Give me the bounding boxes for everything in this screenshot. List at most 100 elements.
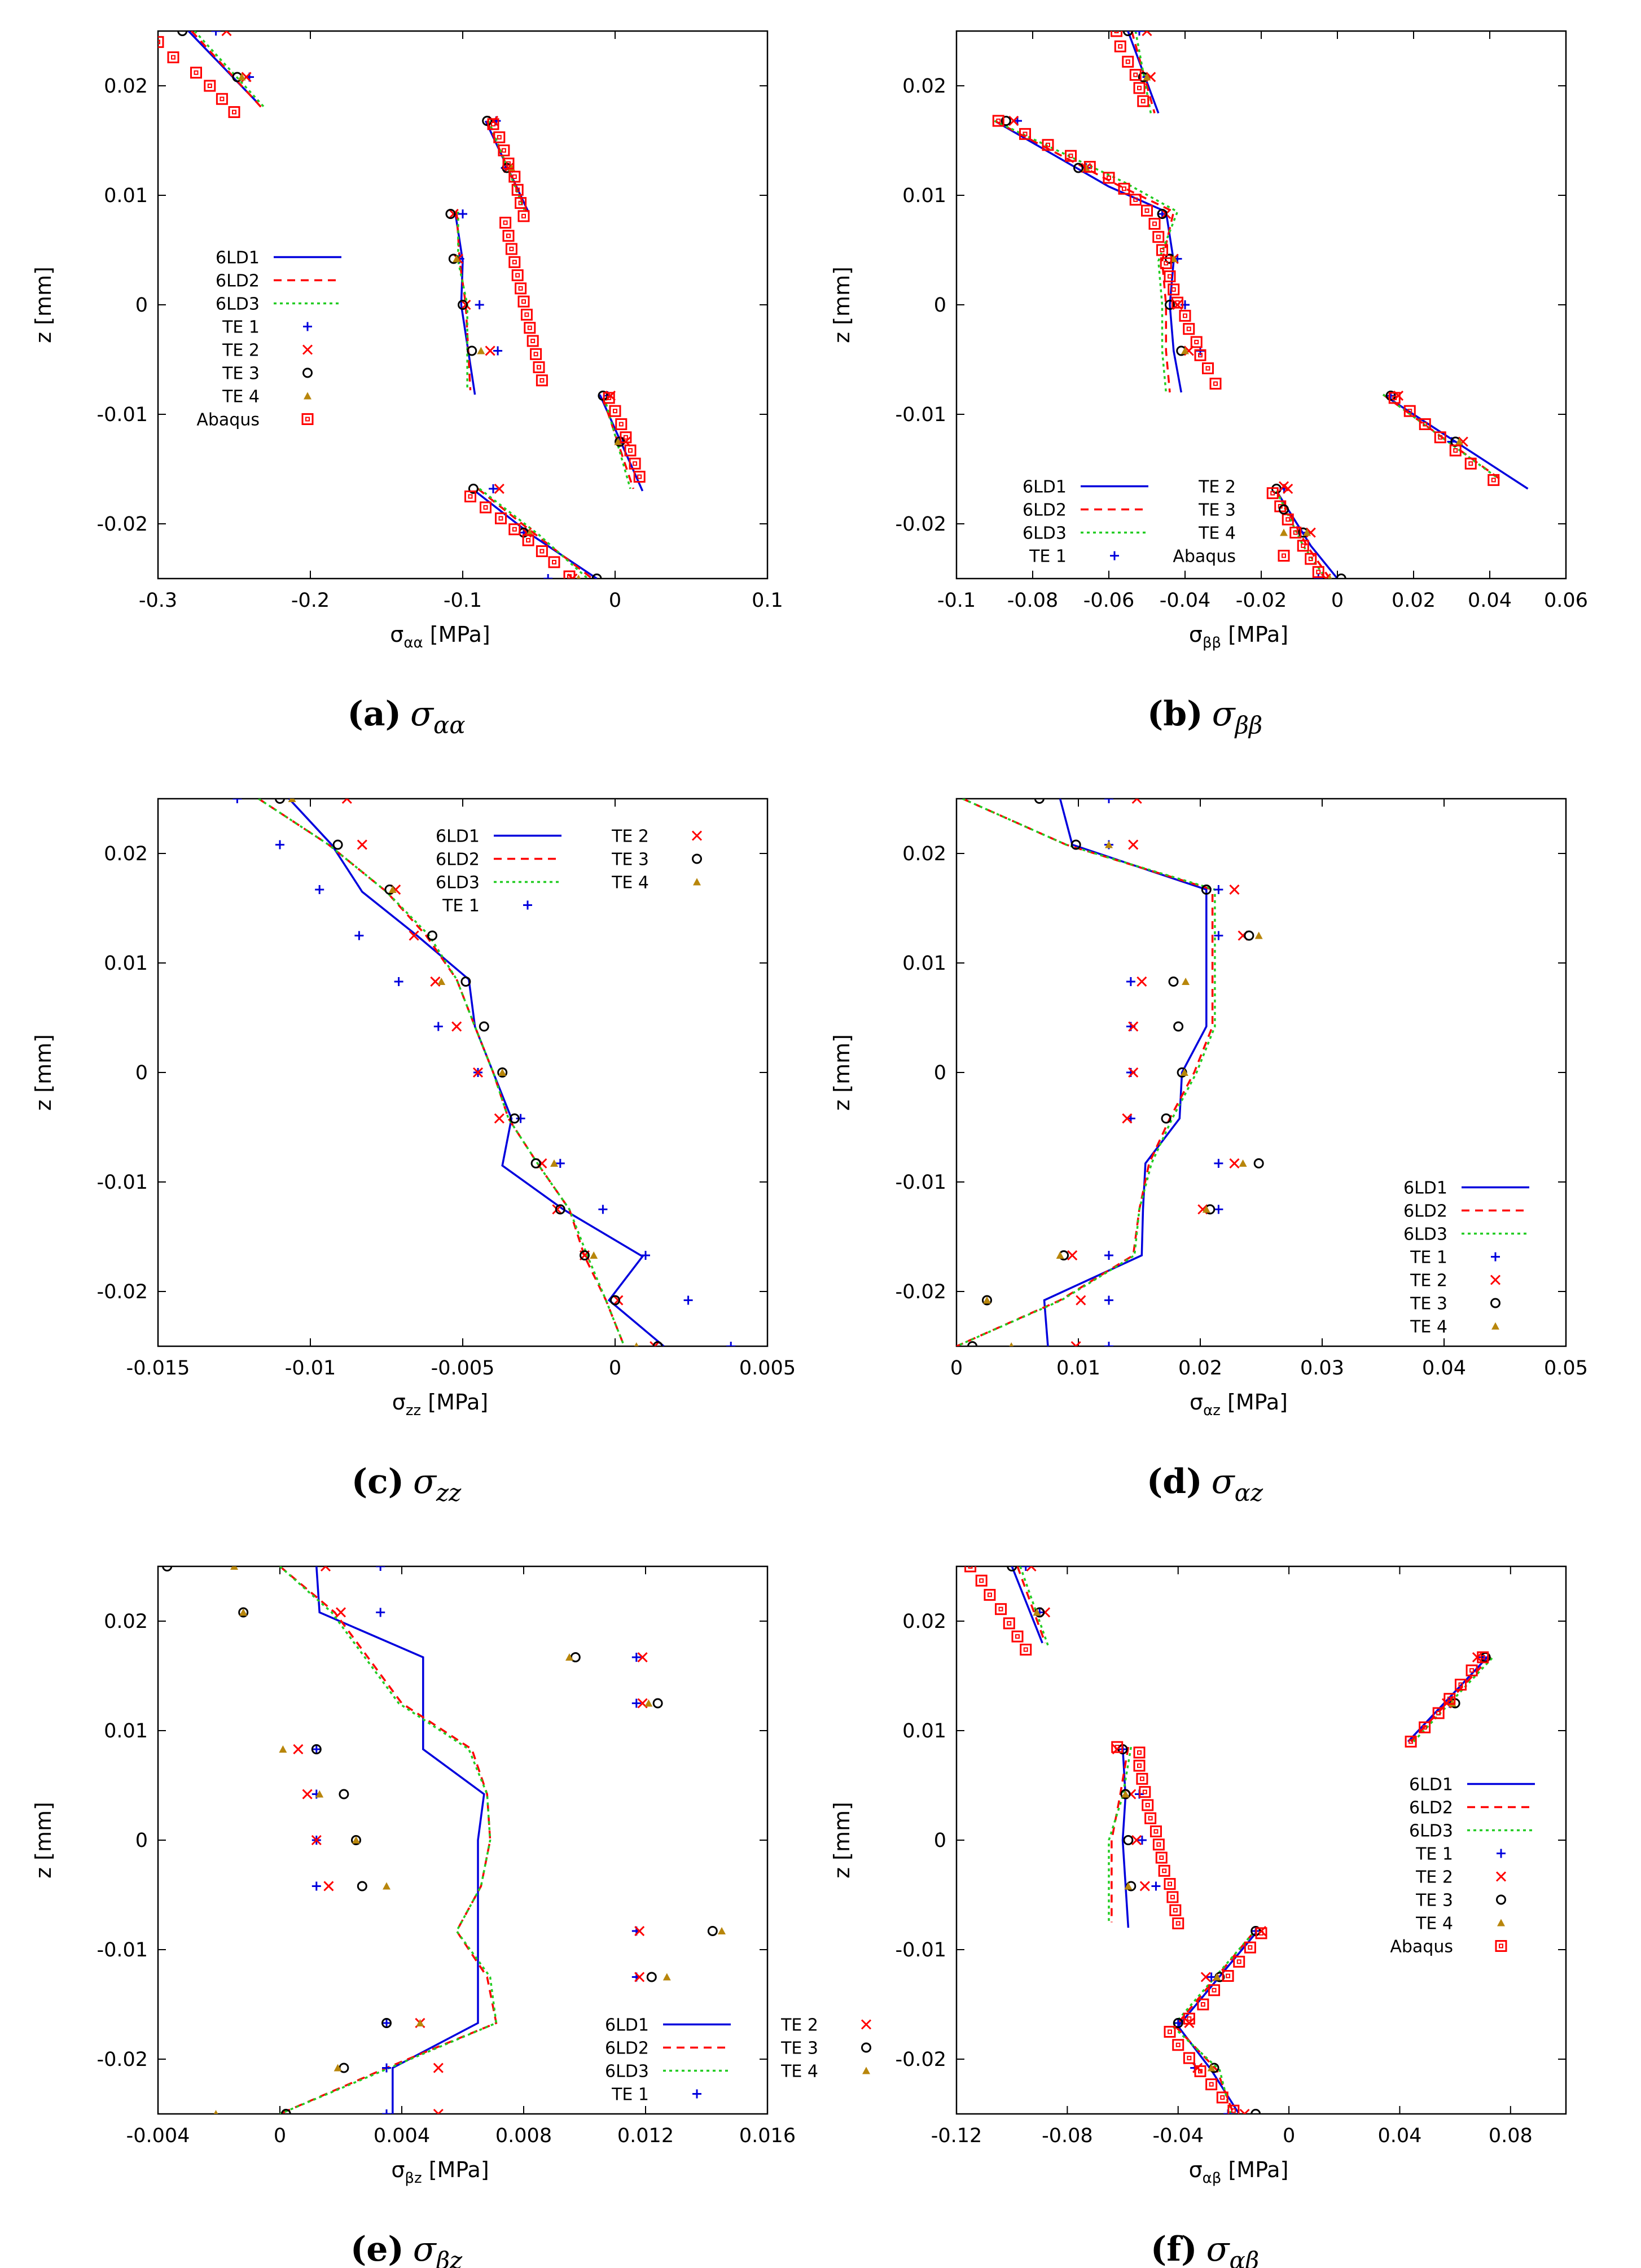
data-point-Abaqus (511, 183, 524, 196)
data-point-Abaqus (1466, 1664, 1478, 1676)
data-point-TE1 (516, 1114, 525, 1123)
legend-marker-TE4 (1497, 1919, 1505, 1927)
legend-marker-TE1 (1110, 551, 1119, 561)
series-line-l6LD3 (1382, 393, 1498, 479)
data-point-TE1 (1214, 1205, 1223, 1214)
data-point-Abaqus (216, 93, 228, 105)
legend-label: TE 3 (1198, 501, 1236, 520)
legend-entry-l6LD2: 6LD2 (1403, 1202, 1529, 1221)
data-point-TE4 (550, 1159, 558, 1167)
legend-entry-l6LD3: 6LD3 (1023, 524, 1148, 544)
data-point-TE2 (1131, 799, 1142, 804)
legend-marker-TE2 (1490, 1275, 1501, 1285)
x-tick-label: -0.1 (937, 589, 976, 612)
data-point-TE2 (494, 483, 504, 494)
data-point-Abaqus (1255, 1927, 1267, 1939)
legend-entry-TE4: TE 4 (1410, 1317, 1499, 1337)
data-point-TE3 (1253, 1158, 1264, 1169)
data-point-TE4 (334, 2064, 342, 2072)
legend-label: Abaqus (196, 410, 260, 430)
data-point-Abaqus (1111, 31, 1122, 37)
y-tick-label: 0.01 (902, 952, 946, 975)
data-point-TE1 (433, 1022, 443, 1031)
y-tick-label: 0 (135, 1062, 148, 1084)
data-point-TE3 (1201, 885, 1212, 895)
x-tick-label: -0.02 (1236, 589, 1287, 612)
legend-marker-TE4 (693, 878, 701, 886)
y-axis-label: z [mm] (830, 266, 854, 343)
y-tick-label: -0.01 (96, 1939, 148, 1961)
legend-marker-TE2 (1278, 481, 1289, 492)
legend-label: 6LD3 (436, 873, 480, 893)
caption-letter: (c) (352, 1462, 404, 1501)
data-point-Abaqus (502, 230, 515, 242)
data-point-Abaqus (1464, 457, 1477, 470)
data-point-Abaqus (992, 115, 1004, 127)
legend-entry-TE2: TE 2 (222, 341, 313, 361)
caption-subscript: ββ (1234, 711, 1263, 739)
data-point-Abaqus (495, 512, 507, 524)
data-point-TE3 (1073, 163, 1083, 173)
data-point-Abaqus (508, 523, 521, 536)
data-point-TE4 (416, 2019, 424, 2026)
series-line-l6LD1 (1043, 799, 1208, 1346)
data-point-TE4 (315, 1790, 324, 1798)
data-point-TE2 (1131, 1834, 1142, 1846)
data-point-Abaqus (502, 157, 515, 170)
data-point-TE2 (1229, 1158, 1240, 1169)
data-point-TE3 (1336, 573, 1346, 579)
data-point-TE3 (497, 1067, 508, 1078)
legend-label: TE 4 (1410, 1317, 1447, 1337)
y-tick-label: 0 (934, 1062, 946, 1084)
data-point-TE1 (1173, 2018, 1183, 2028)
data-point-TE4 (383, 1882, 390, 1890)
legend-entry-l6LD3: 6LD3 (436, 873, 561, 893)
data-point-TE3 (445, 208, 456, 219)
caption-letter: (b) (1147, 694, 1203, 734)
data-point-Abaqus (1171, 296, 1183, 309)
data-point-TE3 (530, 1158, 541, 1169)
legend-label: 6LD3 (1403, 1225, 1447, 1245)
legend-entry-TE3: TE 3 (1198, 501, 1289, 520)
data-point-Abaqus (1434, 431, 1446, 444)
data-point-Abaqus (563, 570, 576, 579)
data-point-Abaqus (548, 556, 560, 568)
data-point-TE1 (1137, 1836, 1147, 1845)
legend-label: Abaqus (1173, 547, 1236, 567)
data-point-TE1 (598, 1205, 608, 1214)
data-point-Abaqus (1148, 217, 1161, 230)
data-point-Abaqus (1011, 1630, 1024, 1643)
legend-marker-TE4 (1280, 528, 1288, 536)
data-point-TE4 (352, 1836, 360, 1844)
data-point-TE4 (576, 575, 581, 579)
data-point-Abaqus (615, 418, 628, 430)
data-point-Abaqus (487, 118, 499, 130)
data-point-Abaqus (1136, 1772, 1148, 1785)
legend-label: TE 4 (1198, 524, 1236, 544)
data-point-TE3 (351, 1835, 361, 1845)
data-point-Abaqus (1190, 336, 1203, 348)
data-point-TE2 (320, 1566, 331, 1572)
x-tick-label: 0.1 (752, 589, 783, 612)
legend-entry-TE2: TE 2 (1198, 478, 1289, 497)
x-tick-label: 0.01 (1056, 1357, 1100, 1380)
y-tick-label: 0 (135, 294, 148, 317)
data-point-TE4 (238, 73, 246, 81)
data-point-TE2 (323, 1881, 334, 1892)
data-point-TE3 (238, 1607, 249, 1618)
y-tick-label: -0.01 (895, 1171, 946, 1194)
data-point-TE1 (1126, 977, 1135, 986)
data-point-TE4 (507, 164, 516, 172)
legend-label: 6LD1 (605, 2016, 649, 2035)
data-point-Abaqus (1164, 1878, 1176, 1890)
legend-label: 6LD3 (216, 295, 260, 314)
series-area (232, 799, 736, 1346)
x-tick-label: 0.04 (1422, 1357, 1466, 1380)
data-point-Abaqus (505, 243, 517, 255)
x-axis-label: σαα [MPa] (390, 622, 490, 651)
legend-label: TE 4 (611, 873, 649, 893)
data-point-TE3 (162, 1566, 173, 1571)
data-point-TE1 (1104, 1295, 1113, 1305)
data-point-Abaqus (1183, 323, 1195, 335)
data-point-TE4 (1202, 1205, 1210, 1213)
